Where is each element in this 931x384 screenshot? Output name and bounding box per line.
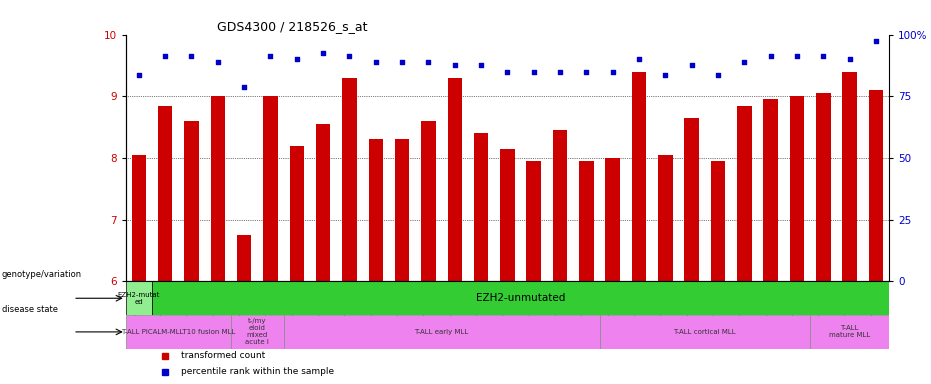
Bar (579, 161, 594, 281)
Bar (605, 158, 620, 281)
Point (605, 68, 620, 74)
Point (684, 62, 699, 68)
Text: percentile rank within the sample: percentile rank within the sample (181, 367, 334, 376)
Bar (474, 133, 488, 281)
Bar (600, 315, 810, 349)
Text: genotype/variation: genotype/variation (2, 270, 82, 279)
Bar (710, 161, 725, 281)
Point (421, 59, 436, 65)
Point (369, 59, 384, 65)
Point (789, 53, 804, 59)
Point (526, 68, 541, 74)
Bar (810, 315, 889, 349)
Point (131, 71, 146, 78)
Text: T-ALL
mature MLL: T-ALL mature MLL (829, 325, 870, 338)
Bar (184, 121, 198, 281)
Bar (527, 161, 541, 281)
Bar (231, 315, 284, 349)
Bar (131, 155, 146, 281)
Point (553, 68, 568, 74)
Point (736, 59, 751, 65)
Point (447, 62, 462, 68)
Point (474, 62, 489, 68)
Point (263, 53, 278, 59)
Bar (869, 90, 884, 281)
Bar (816, 93, 830, 281)
Point (631, 56, 646, 62)
Text: T-ALL cortical MLL: T-ALL cortical MLL (673, 329, 736, 335)
Bar (316, 124, 331, 281)
Point (395, 59, 410, 65)
Bar (448, 78, 462, 281)
Bar (421, 121, 436, 281)
Point (843, 56, 857, 62)
Bar (843, 71, 857, 281)
Point (210, 59, 225, 65)
Point (500, 68, 515, 74)
Point (763, 53, 778, 59)
Point (658, 71, 673, 78)
Bar (632, 71, 646, 281)
Point (236, 84, 251, 90)
Text: GDS4300 / 218526_s_at: GDS4300 / 218526_s_at (217, 20, 368, 33)
Point (184, 53, 199, 59)
Point (316, 50, 331, 56)
Text: transformed count: transformed count (181, 351, 265, 360)
Text: T-ALL early MLL: T-ALL early MLL (414, 329, 468, 335)
Point (816, 53, 830, 59)
Bar (343, 78, 357, 281)
Bar (789, 96, 804, 281)
Bar (263, 96, 277, 281)
Point (579, 68, 594, 74)
Text: EZH2-mutat
ed: EZH2-mutat ed (117, 292, 160, 305)
Bar (658, 155, 672, 281)
Bar (737, 106, 751, 281)
Bar (500, 149, 515, 281)
Point (157, 53, 172, 59)
Bar (684, 118, 699, 281)
Bar (284, 315, 600, 349)
Bar (126, 281, 152, 315)
Bar (236, 235, 251, 281)
Bar (158, 106, 172, 281)
Point (710, 71, 725, 78)
Bar (395, 139, 410, 281)
Bar (126, 315, 231, 349)
Point (869, 38, 884, 44)
Bar (369, 139, 383, 281)
Bar (210, 96, 225, 281)
Bar (763, 99, 778, 281)
Bar (553, 130, 567, 281)
Point (290, 56, 304, 62)
Text: disease state: disease state (2, 305, 58, 314)
Text: t-/my
eloid
mixed
acute l: t-/my eloid mixed acute l (246, 318, 269, 346)
Text: T-ALL PICALM-MLLT10 fusion MLL: T-ALL PICALM-MLLT10 fusion MLL (121, 329, 236, 335)
Point (342, 53, 357, 59)
Bar (290, 146, 304, 281)
Text: EZH2-unmutated: EZH2-unmutated (476, 293, 565, 303)
